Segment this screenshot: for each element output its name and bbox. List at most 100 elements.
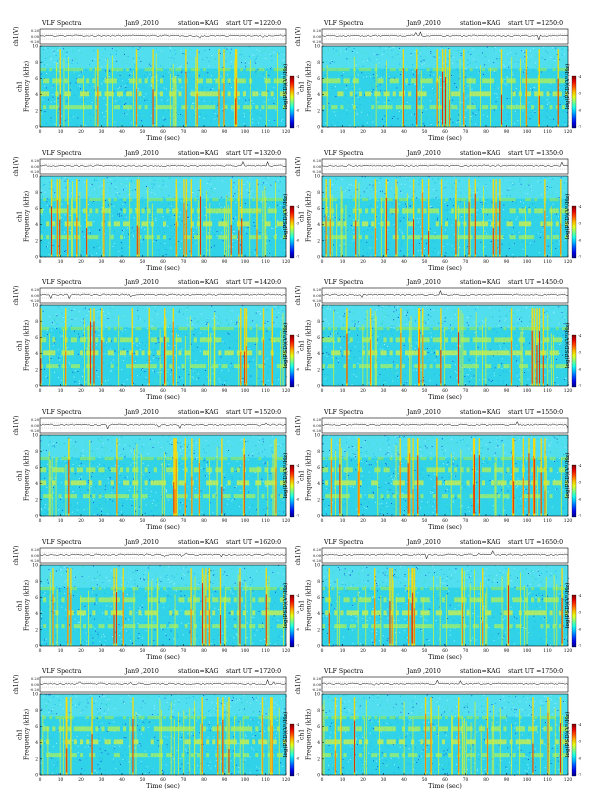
spectrogram-pixel (249, 46, 250, 47)
frequency-band-segment (145, 78, 148, 83)
spectrogram-pixel (75, 59, 76, 60)
spectrogram-pixel (181, 87, 182, 88)
spectrogram-pixel (440, 55, 441, 56)
spectrogram-pixel (109, 206, 110, 207)
spectrogram-pixel (257, 113, 258, 114)
noise-pixel (277, 205, 278, 206)
frequency-band-segment (390, 78, 393, 83)
spectrogram-pixel (332, 85, 333, 86)
spectrogram-pixel (70, 98, 71, 99)
noise-pixel (245, 63, 246, 64)
noise-pixel (388, 249, 389, 250)
spectrogram-pixel (122, 215, 123, 216)
noise-pixel (54, 192, 55, 193)
noise-pixel (149, 64, 150, 65)
noise-pixel (481, 202, 482, 203)
spectrogram-pixel (182, 115, 183, 116)
spectrogram-pixel (163, 216, 164, 217)
noise-pixel (380, 84, 381, 85)
spectrogram-pixel (89, 120, 90, 121)
noise-pixel (140, 61, 141, 62)
spectrogram-pixel (168, 195, 169, 196)
spectrogram-pixel (65, 197, 66, 198)
spectrogram-pixel (123, 245, 124, 246)
spectrogram-pixel (160, 256, 161, 257)
spectrogram-pixel (444, 179, 445, 180)
spectrogram-pixel (478, 251, 479, 252)
spectrogram-pixel (373, 190, 374, 191)
spectrogram-pixel (358, 97, 359, 98)
spectrogram-pixel (539, 252, 540, 253)
spectrogram-pixel (489, 215, 490, 216)
spectrogram-pixel (130, 116, 131, 117)
spectrogram-pixel (333, 229, 334, 230)
spectrogram-pixel (70, 230, 71, 231)
spectrogram-pixel (444, 53, 445, 54)
y-tick-label: 2 (35, 109, 38, 114)
spectrogram-pixel (253, 180, 254, 181)
spectrogram-pixel (214, 79, 215, 80)
frequency-band-segment (543, 68, 546, 71)
spectrogram-pixel (244, 215, 245, 216)
spectrogram-pixel (126, 98, 127, 99)
spectrogram-pixel (386, 48, 387, 49)
spectrogram-pixel (227, 74, 228, 75)
spectrogram-pixel (484, 54, 485, 55)
noise-pixel (125, 202, 126, 203)
spectrogram-pixel (116, 195, 117, 196)
spectrogram-pixel (162, 251, 163, 252)
frequency-band-segment (65, 105, 68, 109)
spectrogram-pixel (102, 207, 103, 208)
spectrogram-pixel (478, 220, 479, 221)
spectrogram-pixel (520, 201, 521, 202)
spectrogram-pixel (488, 60, 489, 61)
noise-pixel (181, 71, 182, 72)
spectrogram-pixel (150, 105, 151, 106)
spectrogram-pixel (247, 110, 248, 111)
frequency-band-segment (331, 235, 334, 239)
spectrogram-pixel (134, 217, 135, 218)
spectrogram-pixel (361, 112, 362, 113)
colorbar (290, 206, 294, 258)
spectrogram-pixel (282, 242, 283, 243)
spectrogram-pixel (514, 56, 515, 57)
frequency-band-segment (86, 105, 89, 109)
frequency-band-segment (507, 78, 510, 83)
spectrogram-pixel (516, 232, 517, 233)
spectrogram-pixel (375, 178, 376, 179)
frequency-band-segment (476, 235, 479, 239)
spectrogram-pixel (451, 76, 452, 77)
x-tick-label: 90 (222, 260, 228, 265)
spectrogram-pixel (190, 117, 191, 118)
noise-pixel (414, 114, 415, 115)
spectrogram-pixel (48, 48, 49, 49)
spectrogram-pixel (184, 53, 185, 54)
spectrogram-pixel (365, 249, 366, 250)
spectrogram-pixel (207, 77, 208, 78)
spectrogram-pixel (119, 48, 120, 49)
frequency-band-segment (274, 78, 277, 83)
spectrogram-pixel (183, 54, 184, 55)
spectrogram-pixel (535, 63, 536, 64)
spectrogram-pixel (523, 51, 524, 52)
frequency-band-segment (126, 68, 129, 71)
sferic-streak (71, 198, 72, 257)
x-tick-label: 80 (483, 130, 489, 135)
frequency-band-segment (89, 208, 92, 213)
noise-pixel (130, 69, 131, 70)
spectrogram-pixel (97, 246, 98, 247)
noise-pixel (406, 206, 407, 207)
spectrogram-pixel (530, 182, 531, 183)
spectrogram-pixel (170, 253, 171, 254)
spectrogram-pixel (252, 195, 253, 196)
spectrogram-pixel (45, 254, 46, 255)
colorbar-tick-label: -4 (296, 75, 299, 79)
spectrogram-pixel (421, 244, 422, 245)
noise-pixel (534, 241, 535, 242)
sferic-streak (107, 58, 108, 127)
spectrogram-pixel (423, 86, 424, 87)
spectrogram-pixel (362, 252, 363, 253)
spectrogram-pixel (214, 249, 215, 250)
sferic-streak (185, 73, 186, 127)
frequency-band-segment (89, 235, 92, 239)
